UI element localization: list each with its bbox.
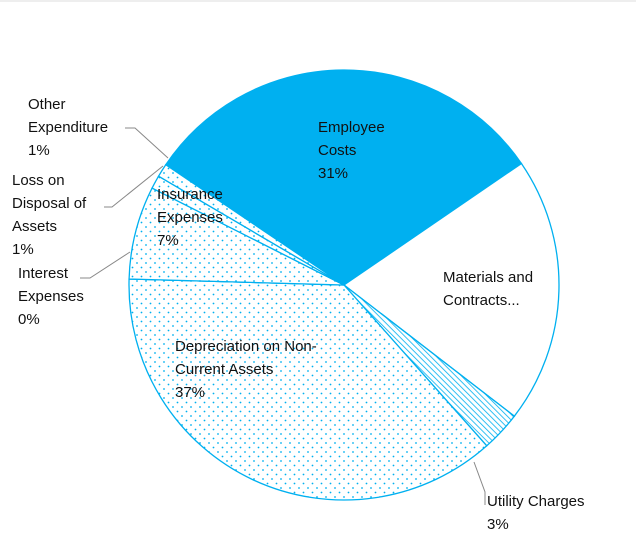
leader-line xyxy=(125,127,169,159)
value-label: 7% xyxy=(157,232,179,249)
data-label: Other Expenditure 1% xyxy=(28,93,138,162)
value-label: 1% xyxy=(28,142,50,159)
category-label: Insurance Expenses xyxy=(157,186,223,226)
pie-slice xyxy=(157,163,345,286)
category-label: Loss on Disposal of Assets xyxy=(12,172,87,235)
data-label: Insurance Expenses 7% xyxy=(157,183,247,252)
data-label: Utility Charges 3% xyxy=(487,490,617,536)
data-label: Loss on Disposal of Assets 1% xyxy=(12,169,107,261)
pie-slice xyxy=(342,162,560,418)
category-label: Other Expenditure xyxy=(28,96,109,136)
category-label: Depreciation on Non-Current Assets xyxy=(175,338,317,378)
leader-line xyxy=(473,461,486,505)
pie-slice xyxy=(128,278,488,501)
leader-line xyxy=(104,165,164,208)
data-label: Interest Expenses 0% xyxy=(18,262,98,331)
data-label: Depreciation on Non-Current Assets 37% xyxy=(175,335,340,404)
pie-slice xyxy=(164,69,523,286)
value-label: 0% xyxy=(18,311,40,328)
category-label: Materials and Contracts... xyxy=(443,269,534,309)
value-label: 1% xyxy=(12,241,34,258)
data-label: Employee Costs 31% xyxy=(318,116,408,185)
value-label: 37% xyxy=(175,384,206,401)
value-label: 31% xyxy=(318,165,349,182)
leader-line xyxy=(80,251,131,279)
category-label: Employee Costs xyxy=(318,119,385,159)
category-label: Utility Charges xyxy=(487,493,585,510)
value-label: 3% xyxy=(487,516,509,533)
category-label: Interest Expenses xyxy=(18,265,84,305)
data-label: Materials and Contracts... xyxy=(443,266,553,312)
